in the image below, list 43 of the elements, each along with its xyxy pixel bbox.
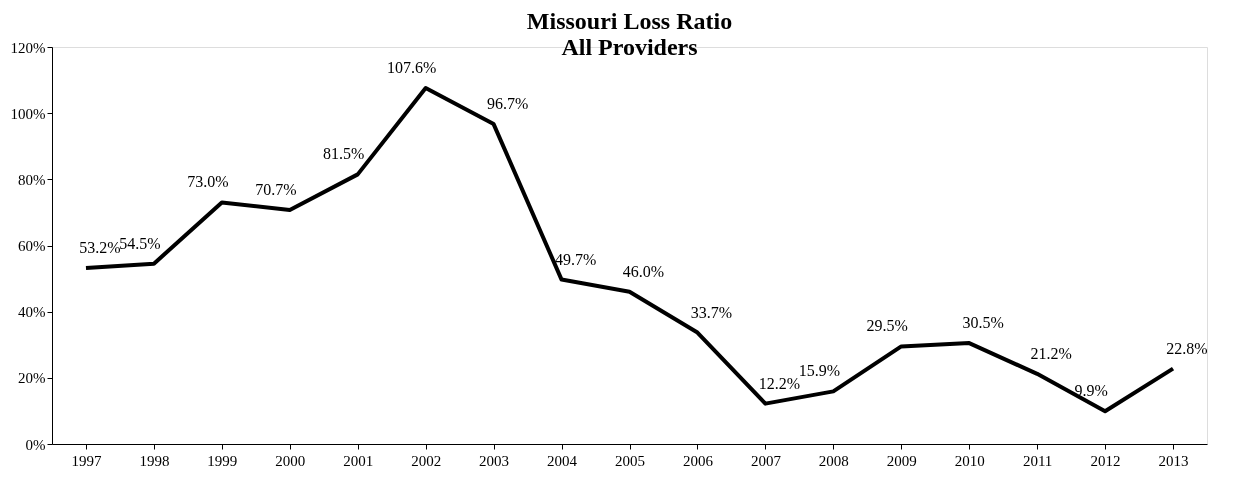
data-label: 49.7% bbox=[554, 250, 597, 268]
x-tick-label: 2002 bbox=[411, 452, 442, 469]
data-label: 107.6% bbox=[387, 59, 437, 77]
data-label: 53.2% bbox=[79, 239, 121, 256]
x-tick-label: 2000 bbox=[275, 452, 306, 469]
data-label: 73.0% bbox=[187, 173, 229, 191]
y-tick-label: 80% bbox=[18, 171, 46, 188]
text: Missouri Loss Ratio bbox=[526, 8, 733, 34]
data-label: 15.9% bbox=[798, 362, 840, 380]
x-tick-label: 2012 bbox=[1090, 452, 1121, 469]
data-label: 33.7% bbox=[690, 303, 733, 321]
y-tick-label: 60% bbox=[18, 238, 46, 254]
text: All Providers bbox=[561, 34, 698, 60]
x-tick-label: 2011 bbox=[1022, 452, 1053, 469]
data-label: 81.5% bbox=[323, 145, 365, 163]
y-tick-label: 20% bbox=[18, 370, 46, 387]
x-tick-label: 2013 bbox=[1158, 452, 1189, 469]
y-tick-label: 40% bbox=[18, 304, 46, 321]
x-tick-label: 2008 bbox=[818, 452, 849, 469]
x-tick-label: 1998 bbox=[139, 452, 170, 469]
x-tick-label: 2010 bbox=[954, 452, 985, 469]
data-label: 29.5% bbox=[866, 317, 908, 335]
x-tick-label: 2005 bbox=[615, 452, 645, 469]
x-tick-label: 2009 bbox=[886, 452, 917, 469]
data-label: 9.9% bbox=[1074, 382, 1108, 400]
data-label: 70.7% bbox=[255, 181, 297, 199]
data-label: 30.5% bbox=[962, 314, 1004, 332]
y-tick-label: 0% bbox=[25, 436, 46, 453]
data-label: 54.5% bbox=[119, 234, 161, 252]
x-tick-label: 2007 bbox=[750, 452, 782, 469]
data-label: 21.2% bbox=[1030, 344, 1072, 362]
y-tick-label: 120% bbox=[10, 39, 46, 56]
data-label: 22.8% bbox=[1166, 339, 1208, 357]
x-tick-label: 2001 bbox=[343, 452, 374, 469]
data-label: 96.7% bbox=[486, 95, 529, 113]
x-tick-label: 1999 bbox=[207, 452, 238, 469]
data-label: 12.2% bbox=[758, 374, 801, 392]
x-tick-label: 2003 bbox=[479, 452, 510, 469]
x-tick-label: 2006 bbox=[682, 452, 714, 469]
x-tick-label: 1997 bbox=[71, 452, 102, 469]
y-tick-label: 100% bbox=[10, 105, 46, 122]
data-label: 46.0% bbox=[622, 262, 665, 280]
x-tick-label: 2004 bbox=[547, 452, 578, 469]
